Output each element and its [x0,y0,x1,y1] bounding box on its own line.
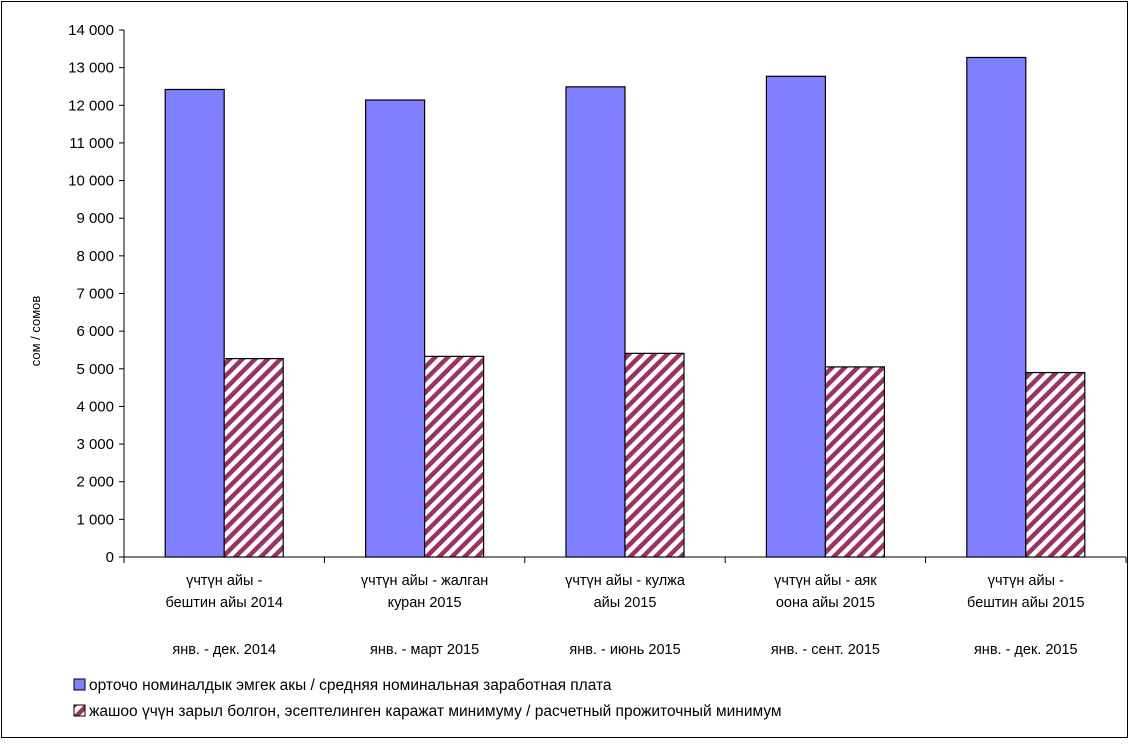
y-tick-label: 8 000 [76,248,114,265]
y-axis-label: сом / сомов [28,296,43,367]
bar-subsistence-minimum [824,366,886,558]
bar-subsistence-minimum [424,355,485,558]
x-category-label-ru: янв. - июнь 2015 [569,642,680,658]
bar-subsistence-minimum [223,358,284,558]
x-category-label-kg: айы 2015 [594,595,657,611]
y-tick-label: 9 000 [76,210,114,227]
x-category-label-kg: үчтүн айы - кулжа [565,573,686,589]
x-category-label-kg: куран 2015 [388,595,462,611]
bar-average-wage [765,75,827,558]
legend: орточо номиналдык эмгек акы / средняя но… [73,677,782,720]
y-tick-label: 14 000 [68,22,114,39]
y-tick-label: 12 000 [68,97,114,114]
x-category-label-kg: үчтүн айы - [186,573,262,589]
y-tick-label: 3 000 [76,436,114,453]
x-category-label-kg: бештин айы 2015 [967,595,1085,611]
y-tick-label: 7 000 [76,286,114,303]
y-tick-label: 6 000 [76,323,114,340]
legend-label-average-wage: орточо номиналдык эмгек акы / средняя но… [89,677,612,694]
bar-average-wage [365,99,426,558]
x-category-label-ru: янв. - март 2015 [370,642,479,658]
x-category-label-kg: бештин айы 2014 [165,595,283,611]
y-tick-label: 5 000 [76,361,114,378]
legend-swatch-subsistence-minimum [73,704,86,717]
y-tick-label: 4 000 [76,398,114,415]
x-category-label-kg: оона айы 2015 [776,595,875,611]
y-tick-label: 10 000 [68,173,114,190]
x-category-label-ru: янв. - сент. 2015 [771,642,880,658]
bar-subsistence-minimum [1025,371,1086,558]
y-tick-label: 11 000 [69,135,114,152]
bars [164,56,1086,558]
y-tick-label: 2 000 [76,474,114,491]
y-tick-label: 0 [106,549,114,566]
bar-subsistence-minimum [624,352,685,558]
x-category-label-kg: үчтүн айы - аяк [774,573,877,589]
legend-swatch-average-wage [73,678,86,691]
category-labels: үчтүн айы - бештин айы 2014 янв. - дек. 20… [165,573,1084,658]
x-category-label-ru: янв. - дек. 2014 [172,642,276,658]
axes: 0 1 000 2 000 3 000 4 000 5 000 6 000 7 000 8 00… [68,22,1127,566]
bar-average-wage [565,86,626,558]
legend-label-subsistence-minimum: жашоо үчүн зарыл болгон, эсептелинген ка… [89,703,782,720]
x-category-label-kg: үчтүн айы - [988,573,1064,589]
y-tick-label: 13 000 [68,60,114,77]
x-category-label-kg: үчтүн айы - жалган [361,573,488,589]
bar-average-wage [164,88,225,558]
bar-average-wage [966,56,1027,558]
x-category-label-ru: янв. - дек. 2015 [974,642,1078,658]
y-tick-label: 1 000 [76,511,114,528]
